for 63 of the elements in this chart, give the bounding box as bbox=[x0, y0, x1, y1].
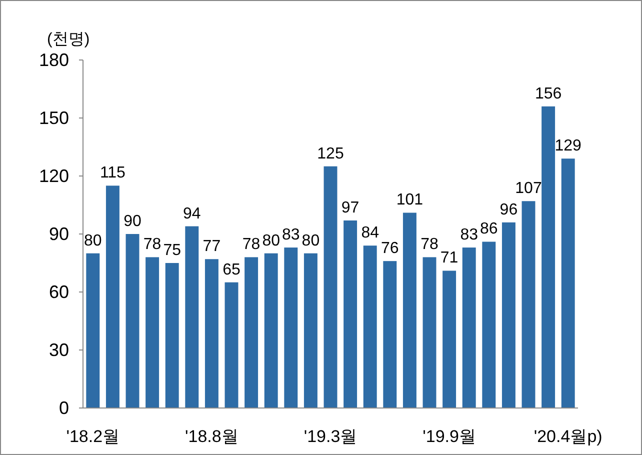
data-label: 156 bbox=[534, 85, 562, 102]
data-label: 107 bbox=[515, 180, 542, 198]
data-label: 71 bbox=[440, 250, 458, 267]
x-tick-label: '18.2월 bbox=[66, 427, 120, 446]
y-tick-label: 0 bbox=[58, 398, 69, 418]
data-label: 75 bbox=[163, 242, 182, 259]
y-tick-label: 90 bbox=[48, 224, 69, 244]
bar bbox=[264, 253, 278, 408]
bar bbox=[344, 220, 358, 408]
data-label: 96 bbox=[500, 201, 518, 218]
y-tick-label: 30 bbox=[48, 340, 69, 360]
data-label: 76 bbox=[381, 240, 399, 258]
data-label: 78 bbox=[143, 236, 162, 254]
bar bbox=[402, 212, 416, 408]
bar bbox=[185, 226, 199, 408]
bar bbox=[383, 261, 397, 408]
data-label: 83 bbox=[460, 226, 478, 244]
y-axis-title: (천명) bbox=[47, 31, 90, 48]
data-label: 80 bbox=[84, 232, 102, 250]
bar bbox=[462, 248, 476, 408]
y-tick-label: 150 bbox=[38, 108, 69, 128]
bar bbox=[146, 257, 160, 408]
x-tick-label: '19.9월 bbox=[422, 427, 476, 446]
data-label: 97 bbox=[341, 199, 360, 216]
x-tick-label: '19.3월 bbox=[304, 427, 358, 446]
x-tick-label: '20.4월p) bbox=[534, 427, 602, 446]
y-tick-label: 60 bbox=[48, 282, 69, 302]
data-label: 78 bbox=[420, 236, 438, 254]
bar bbox=[422, 257, 436, 408]
data-label: 77 bbox=[202, 238, 221, 256]
bar bbox=[165, 263, 179, 408]
bar bbox=[482, 242, 496, 408]
data-label: 78 bbox=[242, 236, 260, 254]
bar bbox=[522, 201, 536, 408]
data-label: 84 bbox=[361, 224, 380, 242]
bar bbox=[561, 158, 575, 408]
bar bbox=[304, 253, 318, 408]
y-tick-label: 180 bbox=[38, 50, 69, 70]
bar bbox=[126, 234, 140, 408]
bar bbox=[542, 106, 556, 408]
bar bbox=[224, 282, 238, 408]
y-tick-label: 120 bbox=[38, 166, 69, 186]
data-label: 101 bbox=[396, 192, 424, 209]
bar bbox=[86, 253, 100, 408]
data-label: 86 bbox=[480, 220, 498, 238]
data-label: 125 bbox=[317, 145, 344, 162]
bar bbox=[363, 246, 377, 408]
bar bbox=[324, 166, 338, 408]
data-label: 94 bbox=[183, 205, 201, 222]
bar bbox=[284, 248, 298, 408]
bar bbox=[244, 257, 258, 408]
bar bbox=[106, 186, 120, 408]
bar bbox=[442, 270, 456, 408]
data-label: 129 bbox=[554, 138, 582, 155]
bar bbox=[204, 259, 218, 408]
data-label: 65 bbox=[222, 261, 240, 278]
bar bbox=[502, 222, 516, 408]
data-label: 90 bbox=[124, 213, 142, 230]
x-tick-label: '18.8월 bbox=[185, 427, 238, 446]
data-label: 80 bbox=[262, 232, 280, 250]
data-label: 115 bbox=[100, 164, 126, 182]
data-label: 80 bbox=[302, 232, 320, 250]
data-label: 83 bbox=[282, 226, 300, 244]
